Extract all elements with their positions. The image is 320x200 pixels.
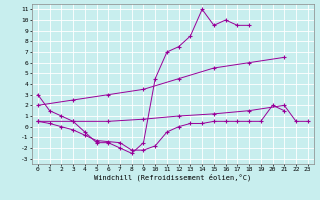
X-axis label: Windchill (Refroidissement éolien,°C): Windchill (Refroidissement éolien,°C) (94, 174, 252, 181)
